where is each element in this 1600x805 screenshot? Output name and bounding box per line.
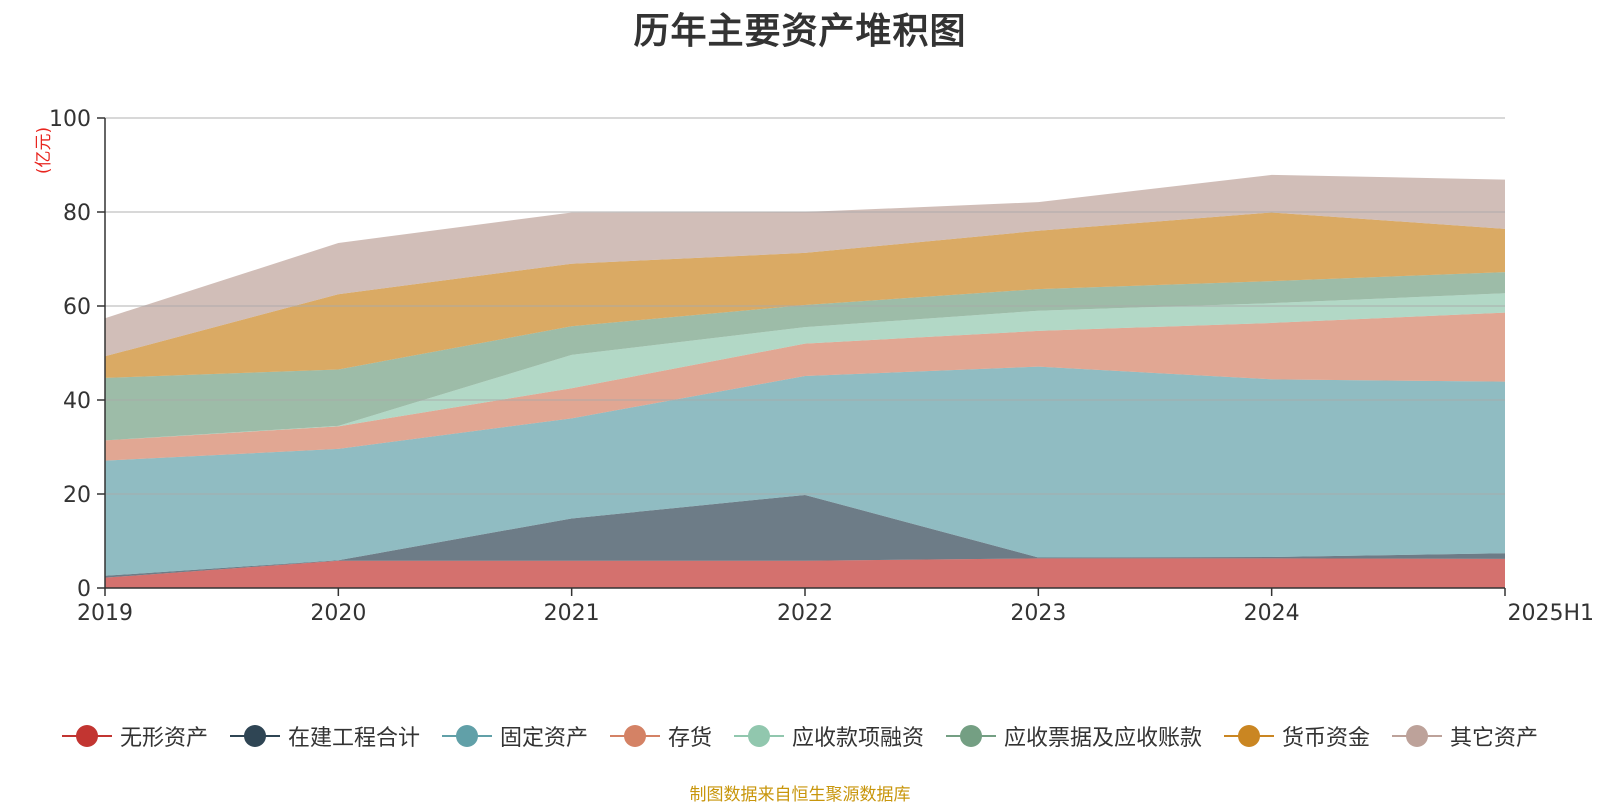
legend-item-1[interactable]: 无形资产 <box>61 720 208 752</box>
area-series-4 <box>105 312 1505 461</box>
legend-label: 其它资产 <box>1450 726 1539 751</box>
legend-label: 货币资金 <box>1282 726 1371 751</box>
legend-label: 应收票据及应收账款 <box>1004 726 1203 751</box>
legend-item-3[interactable]: 固定资产 <box>441 720 588 752</box>
legend-label: 在建工程合计 <box>287 726 420 751</box>
x-tick-label-2025H1: 2025H1 <box>1507 601 1594 626</box>
legend-item-8[interactable]: 其它资产 <box>1392 720 1538 752</box>
legend-item-5[interactable]: 应收款项融资 <box>734 720 924 752</box>
chart-title: 历年主要资产堆积图 <box>633 11 967 52</box>
area-series-3 <box>105 366 1505 576</box>
y-tick-label-0: 0 <box>77 577 91 602</box>
legend-label: 应收款项融资 <box>792 726 925 751</box>
y-tick-label-60: 60 <box>63 295 91 320</box>
legend-marker-icon <box>1392 722 1443 750</box>
y-tick-label-80: 80 <box>63 201 91 226</box>
legend-item-2[interactable]: 在建工程合计 <box>229 720 420 752</box>
x-tick-label-2023: 2023 <box>1010 601 1066 626</box>
legend-marker-icon <box>946 722 997 750</box>
chart-legend: 无形资产 在建工程合计 固定资产 存货 应收款项融资 应收票据及应收账款 货币资金 其它资产 <box>0 718 1600 754</box>
legend-marker-icon <box>1224 722 1275 750</box>
legend-item-4[interactable]: 存货 <box>609 720 712 752</box>
x-tick-label-2022: 2022 <box>777 601 833 626</box>
legend-marker-icon <box>441 722 492 750</box>
legend-label: 存货 <box>667 726 712 751</box>
y-tick-label-40: 40 <box>63 389 91 414</box>
area-series-1 <box>105 558 1505 588</box>
legend-marker-icon <box>61 722 112 750</box>
y-tick-label-20: 20 <box>63 483 91 508</box>
x-tick-label-2019: 2019 <box>77 601 133 626</box>
legend-marker-icon <box>609 722 660 750</box>
x-tick-label-2021: 2021 <box>544 601 600 626</box>
area-series-2 <box>105 494 1505 578</box>
legend-label: 无形资产 <box>119 726 208 751</box>
area-series-8 <box>105 174 1505 357</box>
legend-item-6[interactable]: 应收票据及应收账款 <box>946 720 1202 752</box>
area-series-7 <box>105 212 1505 378</box>
x-tick-label-2020: 2020 <box>310 601 366 626</box>
legend-label: 固定资产 <box>499 726 588 751</box>
data-source-footer: 制图数据来自恒生聚源数据库 <box>689 785 911 805</box>
y-tick-label-100: 100 <box>49 107 91 132</box>
x-tick-label-2024: 2024 <box>1244 601 1300 626</box>
legend-item-7[interactable]: 货币资金 <box>1224 720 1370 752</box>
legend-marker-icon <box>229 722 280 750</box>
legend-marker-icon <box>734 722 784 750</box>
area-series-5 <box>105 293 1505 441</box>
stacked-area-chart: 0 20 40 60 80 100 2019 2020 2021 2022 2023 2024 2025… <box>49 107 1594 626</box>
